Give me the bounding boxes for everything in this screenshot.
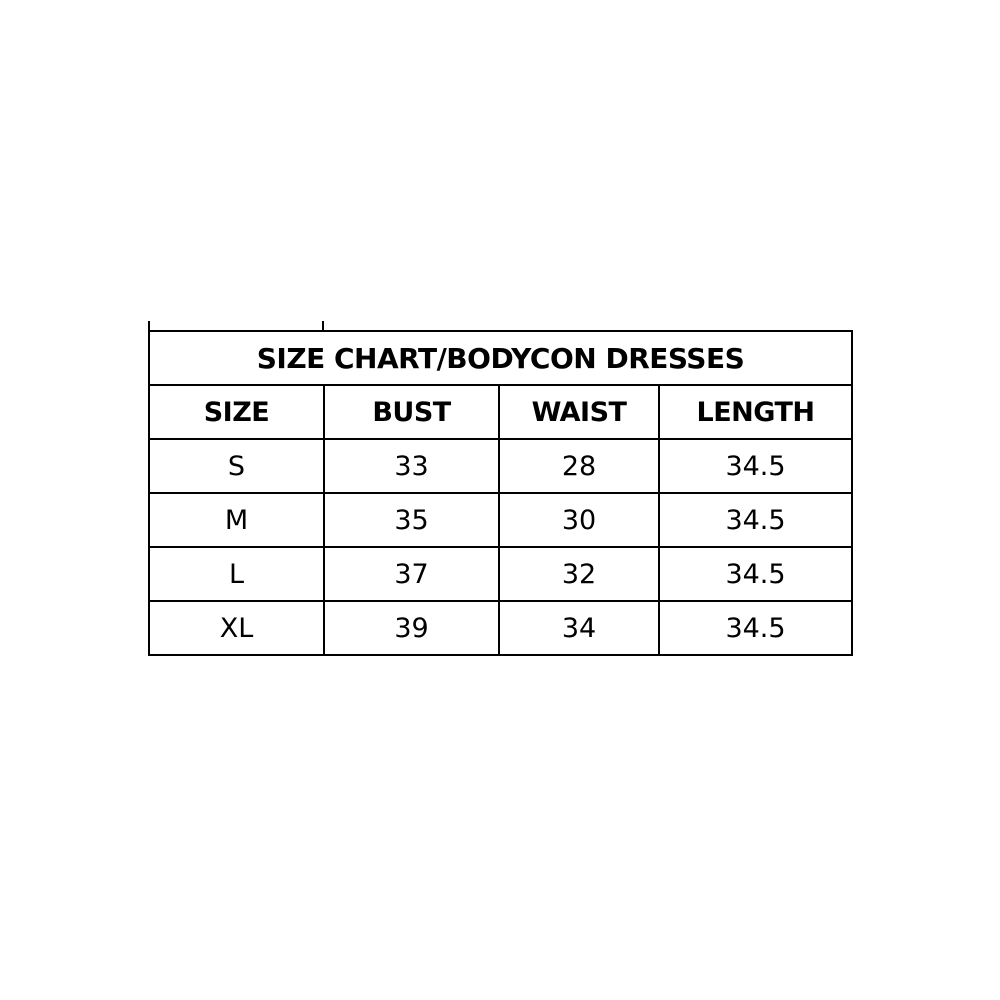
cell: XL (148, 600, 325, 656)
column-header: LENGTH (658, 384, 853, 440)
table-row: M 35 30 34.5 (148, 492, 853, 548)
cell: 28 (498, 438, 660, 494)
cell: 32 (498, 546, 660, 602)
cell: 39 (323, 600, 500, 656)
cell: 34 (498, 600, 660, 656)
cell: 35 (323, 492, 500, 548)
header-row: SIZE BUST WAIST LENGTH (148, 384, 853, 440)
cell: M (148, 492, 325, 548)
table-border-stub (148, 321, 150, 331)
cell: 34.5 (658, 546, 853, 602)
cell: 33 (323, 438, 500, 494)
column-header: BUST (323, 384, 500, 440)
cell: 34.5 (658, 438, 853, 494)
table-title: SIZE CHART/BODYCON DRESSES (148, 330, 853, 386)
table-row: XL 39 34 34.5 (148, 600, 853, 656)
column-header: SIZE (148, 384, 325, 440)
cell: 34.5 (658, 600, 853, 656)
cell: 30 (498, 492, 660, 548)
title-row: SIZE CHART/BODYCON DRESSES (148, 330, 853, 386)
size-chart-table: SIZE CHART/BODYCON DRESSES SIZE BUST WAI… (148, 330, 853, 656)
column-header: WAIST (498, 384, 660, 440)
cell: 37 (323, 546, 500, 602)
table-border-stub (322, 321, 324, 331)
table-row: S 33 28 34.5 (148, 438, 853, 494)
cell: L (148, 546, 325, 602)
cell: 34.5 (658, 492, 853, 548)
cell: S (148, 438, 325, 494)
table-row: L 37 32 34.5 (148, 546, 853, 602)
